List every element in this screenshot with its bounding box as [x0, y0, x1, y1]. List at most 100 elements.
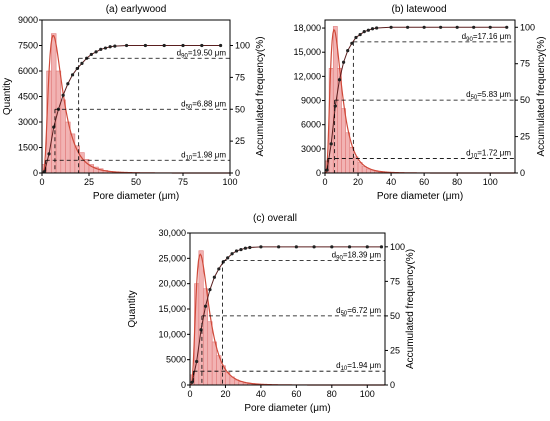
y2-tick-label: 25: [235, 136, 245, 146]
histogram-bar: [361, 166, 367, 174]
y-tick-label: 10,000: [158, 329, 186, 339]
y-tick-label: 20,000: [158, 279, 186, 289]
cumulative-point: [239, 247, 243, 252]
x-tick-label: 20: [353, 177, 363, 187]
y2-tick-label: 0: [390, 380, 395, 390]
y2-tick-label: 100: [235, 41, 250, 51]
y2-tick-label: 100: [390, 242, 405, 252]
x-tick-label: 0: [322, 177, 327, 187]
cumulative-point: [341, 60, 346, 64]
percentile-label: d50=5.83 μm: [466, 90, 511, 101]
cumulative-point: [330, 245, 334, 249]
percentile-label: d10=1.72 μm: [466, 148, 511, 159]
x-tick-label: 80: [327, 389, 337, 399]
cumulative-point: [103, 46, 108, 50]
y-tick-label: 18,000: [293, 23, 321, 33]
x-axis-label: Pore diameter (μm): [244, 403, 330, 414]
y2-tick-label: 50: [520, 95, 530, 105]
x-tick-label: 60: [291, 389, 301, 399]
x-tick-label: 75: [178, 177, 188, 187]
y-tick-label: 25,000: [158, 253, 186, 263]
cumulative-point: [505, 25, 509, 29]
cumulative-point: [230, 252, 234, 256]
cumulative-point: [346, 49, 350, 53]
cumulative-point: [66, 82, 70, 86]
histogram-bar: [345, 132, 351, 174]
y-tick-label: 3000: [301, 144, 321, 154]
x-axis-label: Pore diameter (μm): [377, 191, 463, 202]
plot-frame: [324, 19, 516, 174]
x-tick-label: 0: [187, 389, 192, 399]
cumulative-point: [248, 245, 252, 250]
cumulative-point: [61, 93, 65, 97]
x-tick-label: 20: [220, 389, 230, 399]
histogram-bar: [353, 156, 359, 174]
cumulative-point: [234, 249, 239, 253]
y2-tick-label: 0: [520, 168, 525, 178]
y2-axis-label: Accumulated frequency(%): [255, 36, 266, 156]
cumulative-point: [113, 44, 117, 48]
y-tick-label: 3000: [18, 117, 38, 127]
percentile-label: d90=17.16 μm: [462, 32, 512, 43]
cumulative-point: [375, 26, 379, 30]
percentile-label: d50=6.72 μm: [336, 306, 381, 317]
cumulative-point: [125, 43, 129, 48]
cumulative-point: [455, 25, 459, 29]
cumulative-point: [347, 245, 352, 249]
y2-tick-label: 75: [520, 59, 530, 69]
percentile-label: d10=1.98 μm: [181, 150, 226, 161]
histogram-bar: [198, 250, 204, 386]
y-tick-label: 0: [181, 380, 186, 390]
cumulative-point: [366, 28, 370, 32]
histogram-bar: [55, 70, 62, 174]
cumulative-point: [195, 359, 199, 364]
percentile-label: d10=1.94 μm: [336, 361, 381, 372]
cumulative-point: [208, 288, 212, 292]
x-tick-label: 100: [222, 177, 237, 187]
x-tick-label: 50: [131, 177, 141, 187]
cumulative-point: [181, 43, 185, 48]
cumulative-point: [294, 245, 298, 249]
percentile-label: d90=19.50 μm: [177, 48, 227, 59]
cumulative-curve: [43, 45, 221, 172]
histogram-bar: [365, 168, 371, 174]
cumulative-point: [488, 25, 492, 29]
y-tick-label: 5000: [166, 355, 186, 365]
histogram-bar: [203, 288, 209, 386]
y2-tick-label: 50: [390, 311, 400, 321]
cumulative-point: [200, 43, 204, 48]
y-tick-label: 9000: [18, 15, 38, 25]
cumulative-point: [406, 25, 410, 29]
y-axis-label: Quantity: [2, 78, 13, 115]
y2-tick-label: 25: [390, 345, 400, 355]
y-tick-label: 0: [33, 168, 38, 178]
cumulative-point: [422, 25, 426, 29]
cumulative-point: [162, 43, 166, 48]
cumulative-point: [70, 73, 75, 77]
cumulative-point: [75, 66, 79, 71]
cumulative-point: [212, 275, 216, 279]
cumulative-point: [439, 25, 443, 29]
cumulative-point: [143, 43, 147, 48]
percentile-label: d50=6.88 μm: [181, 99, 226, 110]
y2-axis-label: Accumulated frequency(%): [405, 249, 416, 369]
x-tick-label: 25: [84, 177, 94, 187]
x-tick-label: 40: [256, 389, 266, 399]
cumulative-point: [203, 304, 208, 308]
cumulative-point: [217, 267, 221, 271]
cumulative-point: [354, 35, 358, 40]
cumulative-point: [329, 142, 333, 146]
histogram-bar: [211, 341, 217, 386]
chart-title: (c) overall: [253, 213, 297, 224]
y-axis-label: Quantity: [127, 290, 138, 327]
cumulative-point: [47, 152, 51, 156]
chart-panel-earlywood: d90=19.50 μm d50=6.88 μm d10=1.98 μm 0 25 50 7…: [2, 4, 266, 202]
cumulative-point: [370, 27, 375, 31]
y2-axis-label: Accumulated frequency(%): [536, 36, 547, 156]
histogram-bar: [51, 33, 57, 174]
y-tick-label: 12,000: [293, 71, 321, 81]
y2-tick-label: 75: [390, 276, 400, 286]
y-tick-label: 15,000: [293, 47, 321, 57]
chart-title: (b) latewood: [391, 4, 446, 15]
